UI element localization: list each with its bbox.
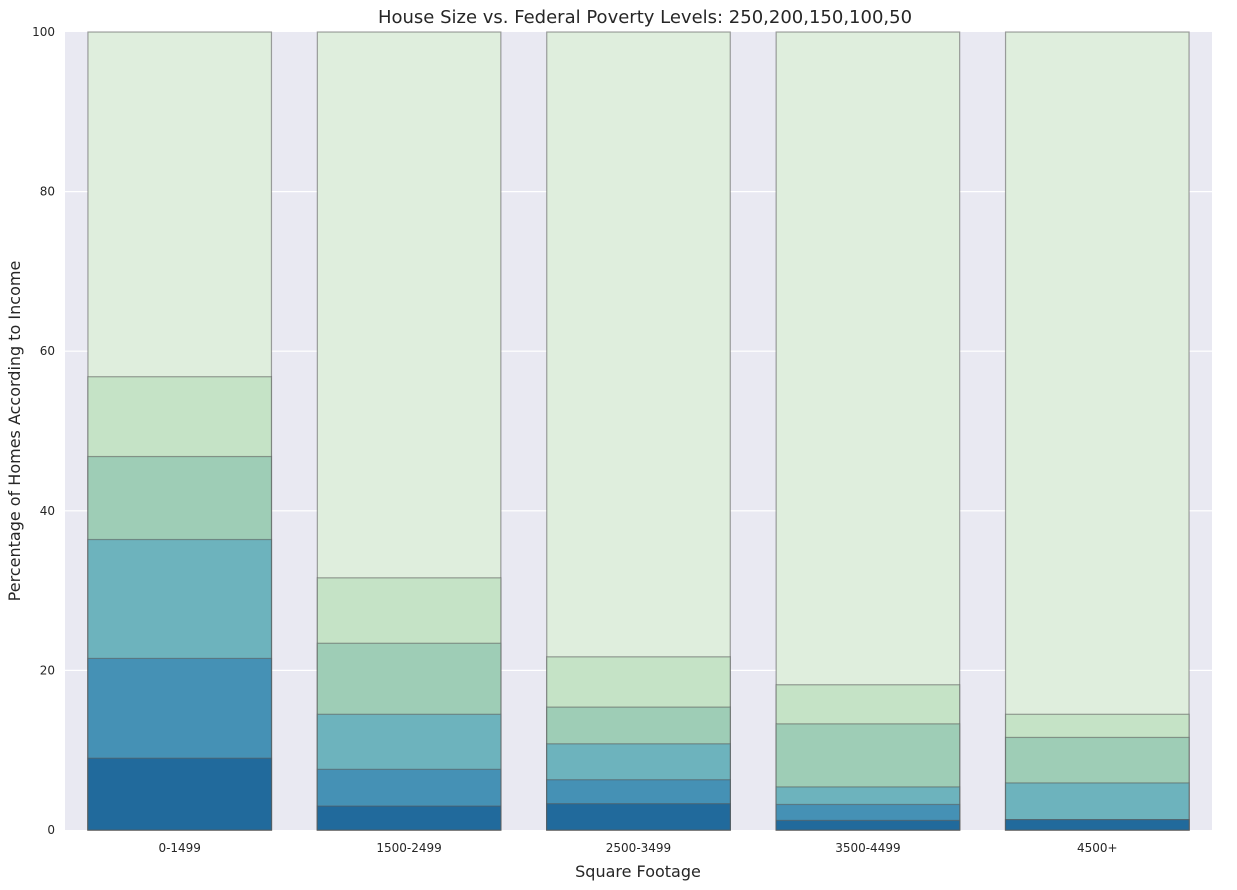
bar-3500-4499-level-1 xyxy=(775,819,961,831)
x-tick-label: 0-1499 xyxy=(158,841,201,855)
y-tick-label: 40 xyxy=(40,504,55,518)
bar-1500-2499-level-1 xyxy=(316,805,502,831)
y-tick-label: 60 xyxy=(40,344,55,358)
y-tick-label: 80 xyxy=(40,185,55,199)
y-tick-labels: 0 20 40 60 80 100 xyxy=(32,25,55,837)
bar-4500+-level-6 xyxy=(1004,31,1190,831)
y-tick-label: 100 xyxy=(32,25,55,39)
x-tick-label: 2500-3499 xyxy=(606,841,671,855)
bar-0-1499-level-1 xyxy=(87,757,273,831)
x-tick-label: 3500-4499 xyxy=(835,841,900,855)
chart-title: House Size vs. Federal Poverty Levels: 2… xyxy=(378,7,912,28)
y-axis-label: Percentage of Homes According to Income xyxy=(5,261,24,602)
bars xyxy=(87,31,1190,831)
x-tick-label: 4500+ xyxy=(1077,841,1118,855)
y-tick-label: 0 xyxy=(47,823,55,837)
x-tick-labels: 0-1499 1500-2499 2500-3499 3500-4499 4500+ xyxy=(158,841,1117,855)
x-tick-label: 1500-2499 xyxy=(376,841,441,855)
x-axis-label: Square Footage xyxy=(575,862,701,881)
y-tick-label: 20 xyxy=(40,663,55,677)
bar-2500-3499-level-1 xyxy=(546,803,731,831)
bar-4500+-level-1 xyxy=(1004,819,1190,831)
